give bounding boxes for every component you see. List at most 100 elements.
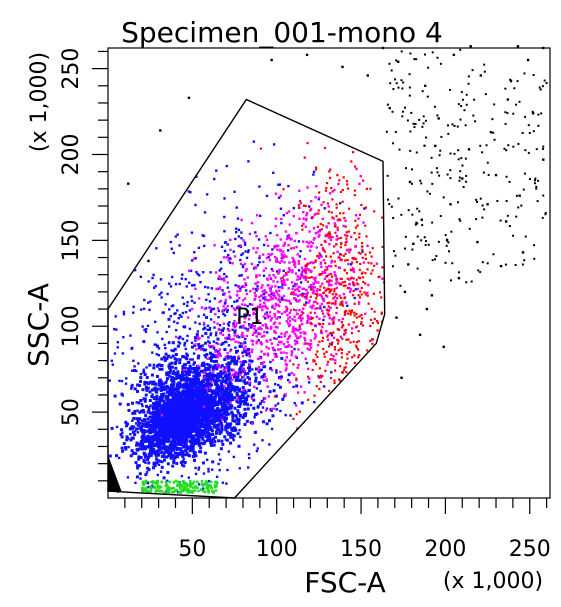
plot-frame <box>107 47 551 499</box>
data-point <box>228 431 232 435</box>
data-point <box>313 279 317 282</box>
data-point <box>208 386 212 389</box>
data-point <box>218 468 221 472</box>
data-point <box>216 390 220 393</box>
data-point-outlier <box>435 167 438 170</box>
data-point <box>323 207 326 210</box>
data-point <box>196 412 200 416</box>
data-point <box>169 378 173 382</box>
data-point <box>279 194 282 198</box>
data-point <box>264 375 267 379</box>
data-point <box>208 351 212 355</box>
data-point <box>255 313 258 316</box>
data-point <box>140 435 144 439</box>
data-point <box>311 286 315 290</box>
data-point <box>218 365 221 369</box>
data-point <box>222 411 226 415</box>
data-point-outlier <box>499 264 503 268</box>
data-point <box>224 381 228 385</box>
data-point <box>229 238 232 242</box>
data-point <box>113 327 116 331</box>
data-point <box>295 309 298 312</box>
data-point <box>354 245 357 248</box>
data-point <box>235 416 238 419</box>
data-point <box>111 363 115 366</box>
data-point <box>241 385 245 389</box>
data-point <box>250 350 254 354</box>
data-point <box>190 284 194 287</box>
data-point <box>352 277 355 280</box>
data-point <box>199 383 203 387</box>
data-point <box>201 487 205 490</box>
data-point-outlier <box>475 218 478 221</box>
data-point <box>285 363 288 367</box>
data-point <box>333 245 336 248</box>
data-point <box>275 291 278 294</box>
data-point <box>185 451 189 455</box>
data-point <box>313 266 316 269</box>
data-point <box>160 367 164 371</box>
data-point <box>327 309 331 312</box>
data-point-outlier <box>481 151 484 154</box>
data-point <box>137 422 141 426</box>
data-point-outlier <box>400 376 403 379</box>
data-point <box>208 433 212 437</box>
data-point <box>234 329 237 332</box>
data-point-outlier <box>381 46 385 50</box>
data-point <box>137 401 141 405</box>
data-point <box>153 486 157 489</box>
data-point <box>230 359 234 363</box>
data-point <box>299 199 302 203</box>
data-point <box>172 411 176 415</box>
data-point <box>330 279 333 283</box>
data-point <box>305 266 308 269</box>
data-point <box>142 483 145 486</box>
data-point <box>304 225 307 228</box>
data-point <box>202 429 206 433</box>
data-point <box>188 364 192 368</box>
data-point <box>155 488 158 492</box>
data-point <box>167 453 171 457</box>
data-point <box>354 219 357 222</box>
data-point <box>244 283 248 286</box>
data-point <box>320 265 323 269</box>
data-point <box>255 449 259 453</box>
data-point <box>328 279 331 282</box>
data-point <box>345 231 348 234</box>
data-point <box>355 238 358 241</box>
data-point <box>133 268 137 272</box>
data-point <box>340 241 343 245</box>
data-point <box>339 236 343 240</box>
data-point-outlier <box>394 254 397 257</box>
data-point <box>353 314 356 317</box>
data-point <box>209 345 213 349</box>
data-point <box>227 253 230 257</box>
data-point <box>257 238 261 241</box>
data-point <box>184 371 188 375</box>
data-point <box>240 274 243 277</box>
data-point <box>208 300 212 303</box>
data-point <box>216 322 219 325</box>
data-point <box>204 431 208 434</box>
data-point <box>139 376 143 380</box>
data-point <box>345 249 349 252</box>
data-point-outlier <box>436 56 439 59</box>
data-point <box>137 464 141 468</box>
data-point <box>264 409 268 412</box>
data-point <box>329 265 333 268</box>
data-point <box>293 347 296 351</box>
data-point-outlier <box>506 98 510 101</box>
data-point <box>336 228 340 232</box>
data-point <box>183 416 187 420</box>
data-point <box>151 407 155 411</box>
data-point <box>176 321 179 325</box>
data-point <box>216 364 219 367</box>
data-point <box>325 265 328 269</box>
data-point <box>186 301 189 304</box>
data-point <box>242 350 246 354</box>
data-point-outlier <box>508 225 511 228</box>
data-point-outlier <box>483 70 486 73</box>
data-point <box>229 348 233 352</box>
data-point <box>360 286 363 290</box>
data-point <box>264 298 267 302</box>
